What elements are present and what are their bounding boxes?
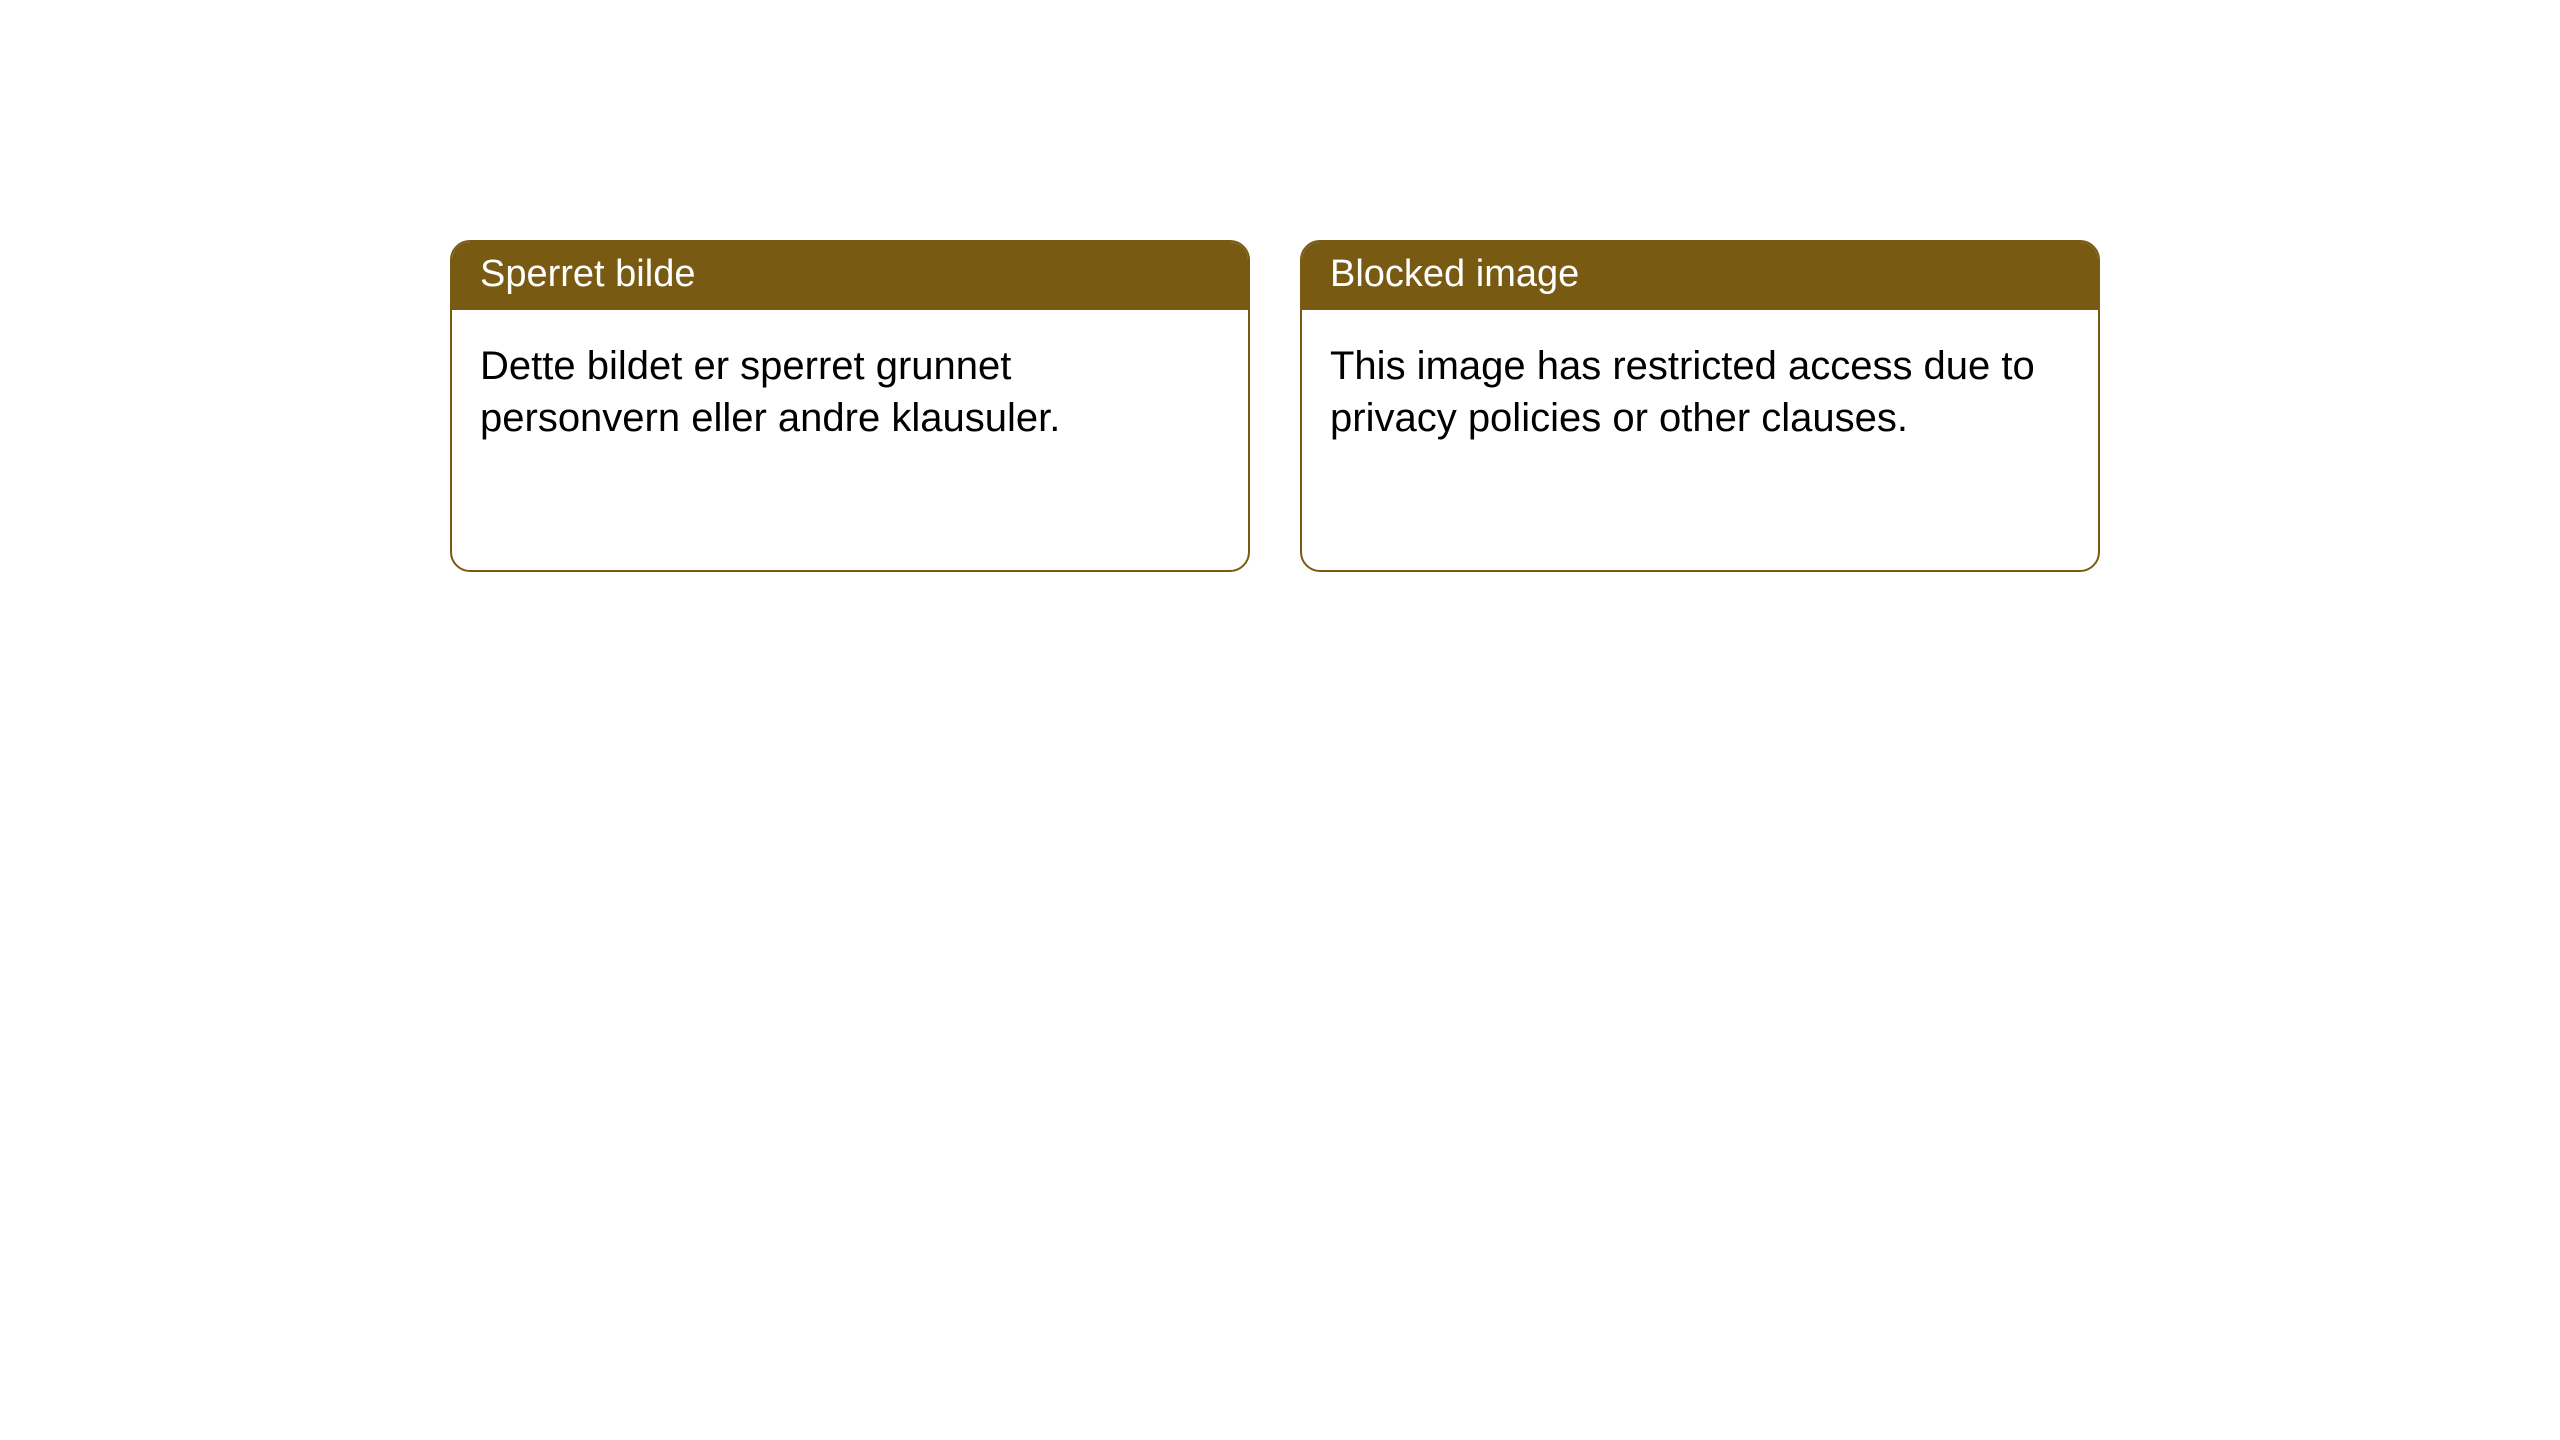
message-cards-container: Sperret bilde Dette bildet er sperret gr… [450,240,2100,572]
card-title-no: Sperret bilde [480,253,695,295]
card-body-no: Dette bildet er sperret grunnet personve… [452,310,1248,464]
blocked-image-card-no: Sperret bilde Dette bildet er sperret gr… [450,240,1250,572]
card-header-no: Sperret bilde [452,242,1248,310]
card-body-text-no: Dette bildet er sperret grunnet personve… [480,344,1060,440]
card-body-en: This image has restricted access due to … [1302,310,2098,464]
card-title-en: Blocked image [1330,253,1579,295]
blocked-image-card-en: Blocked image This image has restricted … [1300,240,2100,572]
card-body-text-en: This image has restricted access due to … [1330,344,2035,440]
card-header-en: Blocked image [1302,242,2098,310]
